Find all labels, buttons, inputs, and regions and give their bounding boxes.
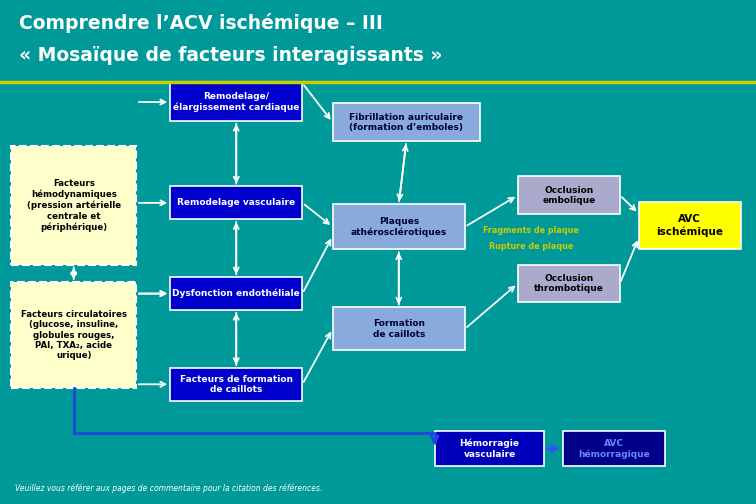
- Text: Remodelage vasculaire: Remodelage vasculaire: [177, 199, 296, 207]
- Text: Fibrillation auriculaire
(formation d’emboles): Fibrillation auriculaire (formation d’em…: [349, 112, 463, 132]
- FancyBboxPatch shape: [333, 307, 465, 350]
- FancyBboxPatch shape: [11, 146, 136, 265]
- FancyBboxPatch shape: [170, 186, 302, 219]
- FancyBboxPatch shape: [11, 282, 136, 388]
- FancyBboxPatch shape: [639, 202, 741, 249]
- FancyBboxPatch shape: [170, 368, 302, 401]
- Text: Remodelage/
élargissement cardiaque: Remodelage/ élargissement cardiaque: [173, 92, 299, 112]
- Text: Veuillez vous référer aux pages de commentaire pour la citation des références.: Veuillez vous référer aux pages de comme…: [15, 483, 323, 493]
- Text: Rupture de plaque: Rupture de plaque: [489, 242, 573, 251]
- FancyBboxPatch shape: [170, 277, 302, 310]
- FancyBboxPatch shape: [333, 103, 480, 141]
- Text: Hémorragie
vasculaire: Hémorragie vasculaire: [460, 438, 519, 459]
- Text: Facteurs
hémodynamiques
(pression artérielle
centrale et
périphérique): Facteurs hémodynamiques (pression artéri…: [26, 179, 121, 231]
- FancyBboxPatch shape: [170, 83, 302, 121]
- Text: Fragments de plaque: Fragments de plaque: [483, 226, 579, 235]
- Text: AVC
hémorragique: AVC hémorragique: [578, 438, 650, 459]
- FancyBboxPatch shape: [480, 240, 582, 254]
- FancyBboxPatch shape: [518, 176, 620, 214]
- Text: Facteurs circulatoires
(glucose, insuline,
globules rouges,
PAI, TXA₂, acide
uri: Facteurs circulatoires (glucose, insulin…: [20, 310, 127, 360]
- Text: Facteurs de formation
de caillots: Facteurs de formation de caillots: [180, 374, 293, 394]
- FancyBboxPatch shape: [435, 431, 544, 466]
- Text: Comprendre l’ACV ischémique – III: Comprendre l’ACV ischémique – III: [19, 13, 383, 33]
- Text: AVC
ischémique: AVC ischémique: [656, 214, 723, 237]
- Text: Formation
de caillots: Formation de caillots: [373, 319, 425, 339]
- FancyBboxPatch shape: [333, 204, 465, 249]
- Text: Dysfonction endothéliale: Dysfonction endothéliale: [172, 289, 300, 298]
- Text: Plaques
athérosclérotiques: Plaques athérosclérotiques: [351, 217, 447, 237]
- Text: Occlusion
thrombotique: Occlusion thrombotique: [534, 274, 604, 293]
- FancyBboxPatch shape: [480, 224, 582, 238]
- Text: Occlusion
embolique: Occlusion embolique: [542, 185, 596, 205]
- FancyBboxPatch shape: [563, 431, 665, 466]
- Text: « Mosaïque de facteurs interagissants »: « Mosaïque de facteurs interagissants »: [19, 46, 442, 66]
- FancyBboxPatch shape: [518, 265, 620, 302]
